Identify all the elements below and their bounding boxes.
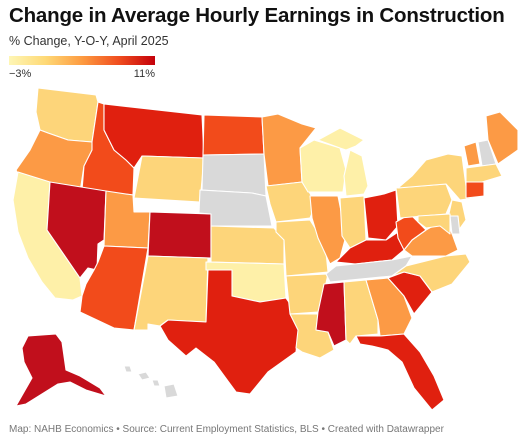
us-state-map <box>0 86 530 416</box>
state-HI[interactable] <box>123 365 179 399</box>
legend-max-label: 11% <box>133 68 155 80</box>
state-MI[interactable] <box>317 127 369 197</box>
state-VT[interactable] <box>463 141 481 167</box>
us-map-svg <box>12 87 519 411</box>
legend-gradient-bar <box>9 56 155 65</box>
state-SD[interactable] <box>201 153 267 197</box>
state-CT[interactable] <box>465 181 485 199</box>
state-MT[interactable] <box>103 103 205 169</box>
state-KS[interactable] <box>210 225 285 265</box>
state-PA[interactable] <box>395 183 453 219</box>
state-UT[interactable] <box>103 190 151 249</box>
state-OH[interactable] <box>363 189 399 241</box>
state-NY[interactable] <box>397 153 475 201</box>
color-legend: −3% 11% <box>9 56 155 80</box>
state-TN[interactable] <box>325 255 413 283</box>
state-MD[interactable] <box>417 213 451 235</box>
state-DE[interactable] <box>449 215 461 235</box>
state-IL[interactable] <box>309 195 347 265</box>
chart-footer-source: Map: NAHB Economics • Source: Current Em… <box>9 424 444 435</box>
state-ND[interactable] <box>202 114 265 156</box>
state-NC[interactable] <box>391 253 471 293</box>
state-AZ[interactable] <box>79 245 149 331</box>
state-NE[interactable] <box>198 189 273 227</box>
chart-subtitle: % Change, Y-O-Y, April 2025 <box>9 34 169 48</box>
state-TX[interactable] <box>159 269 301 395</box>
state-ME[interactable] <box>485 111 519 165</box>
state-WY[interactable] <box>133 155 205 203</box>
legend-min-label: −3% <box>9 68 32 80</box>
state-FL[interactable] <box>355 333 445 411</box>
state-MA[interactable] <box>465 163 503 183</box>
state-AK[interactable] <box>15 333 107 407</box>
chart-title: Change in Average Hourly Earnings in Con… <box>9 4 505 27</box>
state-CO[interactable] <box>147 211 212 259</box>
